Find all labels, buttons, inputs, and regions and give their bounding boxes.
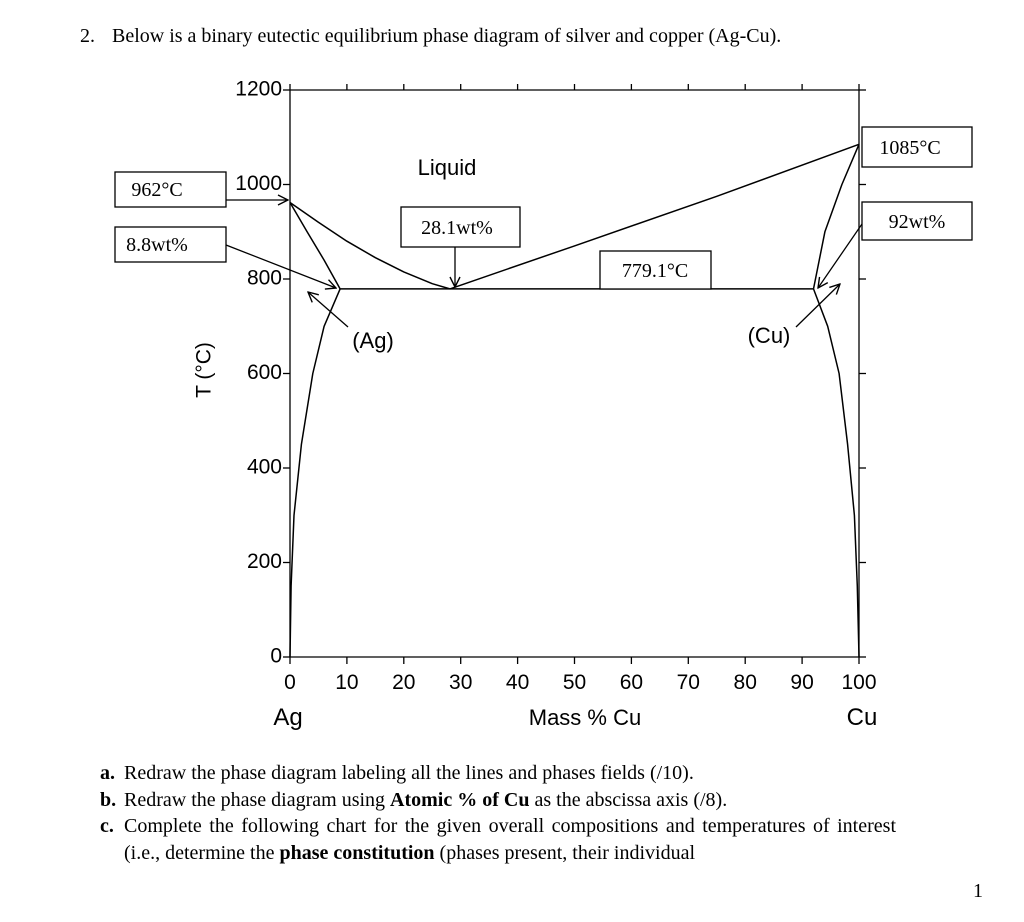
annotation: 779.1°C bbox=[622, 260, 688, 282]
y-tick-label: 0 bbox=[270, 645, 282, 668]
item-text: Complete the following chart for the giv… bbox=[124, 815, 896, 864]
x-tick-label: 60 bbox=[620, 671, 643, 694]
question-header: 2. Below is a binary eutectic equilibrium… bbox=[80, 25, 781, 48]
annotation: 28.1wt% bbox=[421, 217, 493, 239]
x-end-label: Cu bbox=[847, 704, 878, 731]
phase-boundary bbox=[449, 143, 860, 290]
x-tick-label: 90 bbox=[790, 671, 813, 694]
annotation: 8.8wt% bbox=[126, 234, 188, 256]
item-label: a. bbox=[100, 762, 115, 784]
page-number: 1 bbox=[973, 880, 983, 902]
phase-boundary bbox=[289, 288, 341, 658]
x-axis-label: Mass % Cu bbox=[529, 705, 641, 730]
y-tick-label: 400 bbox=[247, 456, 282, 479]
annotation-leaders bbox=[225, 200, 863, 328]
phase-boundary bbox=[289, 201, 451, 290]
x-tick-label: 30 bbox=[449, 671, 472, 694]
question-item: a. Redraw the phase diagram labeling all … bbox=[100, 760, 896, 787]
y-tick-label: 800 bbox=[247, 267, 282, 290]
phase-boundary bbox=[289, 202, 341, 290]
phase-boundary bbox=[812, 288, 860, 658]
annotation: 92wt% bbox=[889, 211, 946, 233]
item-text: as the abscissa axis (/8). bbox=[529, 788, 728, 811]
y-tick-label: 200 bbox=[247, 550, 282, 573]
question-item: b. Redraw the phase diagram using Atomic … bbox=[100, 787, 896, 814]
annotation-boxes bbox=[114, 126, 973, 290]
item-text: Redraw the phase diagram using bbox=[124, 788, 391, 811]
y-tick-label: 1000 bbox=[235, 172, 282, 195]
annotation: 1085°C bbox=[879, 137, 940, 159]
annotation: 962°C bbox=[131, 179, 182, 201]
item-text-bold: Atomic % of Cu bbox=[390, 788, 530, 811]
plot-content: 0 200 400 600 800 1000 1200 0 10 20 30 40 50 60 70 80 90… bbox=[235, 78, 876, 694]
x-tick-label: 10 bbox=[335, 671, 358, 694]
y-tick-label: 600 bbox=[247, 361, 282, 384]
x-tick-label: 40 bbox=[506, 671, 529, 694]
x-tick-label: 50 bbox=[563, 671, 586, 694]
phase-field-label: Liquid bbox=[418, 155, 477, 180]
question-number: 2. bbox=[80, 25, 95, 47]
x-tick-label: 0 bbox=[284, 671, 296, 694]
phase-diagram: 0 200 400 600 800 1000 1200 0 10 20 30 40 50 60 70 80 90… bbox=[114, 78, 973, 731]
x-tick-label: 20 bbox=[392, 671, 415, 694]
item-text: Redraw the phase diagram labeling all th… bbox=[124, 762, 694, 784]
phase-field-label: (Ag) bbox=[352, 328, 394, 353]
item-label: b. bbox=[100, 788, 117, 811]
y-axis-label: T (°C) bbox=[193, 342, 216, 398]
question-intro: Below is a binary eutectic equilibrium p… bbox=[112, 25, 782, 47]
phase-field-label: (Cu) bbox=[748, 323, 791, 348]
item-text: (phases present, their individual bbox=[434, 841, 696, 864]
item-label: c. bbox=[100, 815, 114, 837]
question-item: c. Complete the following chart for the g… bbox=[100, 813, 896, 866]
x-tick-label: 80 bbox=[734, 671, 757, 694]
x-tick-label: 100 bbox=[841, 671, 876, 694]
x-end-label: Ag bbox=[273, 704, 302, 731]
item-text-bold: phase constitution bbox=[279, 841, 435, 864]
questions: a. Redraw the phase diagram labeling all … bbox=[100, 760, 896, 866]
y-tick-label: 1200 bbox=[235, 78, 282, 101]
phase-boundary bbox=[812, 144, 860, 290]
x-tick-label: 70 bbox=[677, 671, 700, 694]
